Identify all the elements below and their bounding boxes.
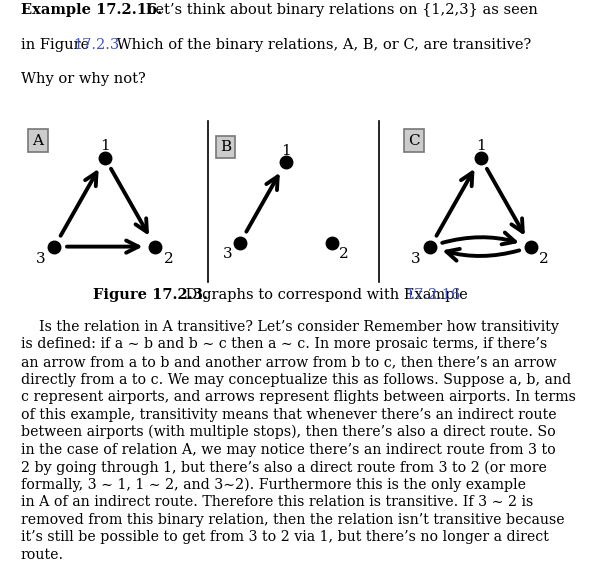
Text: 2 by going through 1, but there’s also a direct route from 3 to 2 (or more: 2 by going through 1, but there’s also a… — [21, 460, 547, 474]
Text: Which of the binary relations, A, B, or C, are transitive?: Which of the binary relations, A, B, or … — [112, 38, 531, 52]
Text: in the case of relation A, we may notice there’s an indirect route from 3 to: in the case of relation A, we may notice… — [21, 443, 556, 457]
Text: 1: 1 — [281, 144, 291, 158]
Text: formally, 3 ∼ 1, 1 ∼ 2, and 3∼2). Furthermore this is the only example: formally, 3 ∼ 1, 1 ∼ 2, and 3∼2). Furthe… — [21, 478, 526, 492]
Text: 17.2.16: 17.2.16 — [405, 288, 460, 302]
Text: 1: 1 — [476, 139, 486, 153]
Text: Example 17.2.16.: Example 17.2.16. — [21, 3, 162, 17]
Text: between airports (with multiple stops), then there’s also a direct route. So: between airports (with multiple stops), … — [21, 425, 556, 439]
Text: Is the relation in A transitive? Let’s consider Remember how transitivity: Is the relation in A transitive? Let’s c… — [21, 320, 559, 334]
Text: is defined: if a ∼ b and b ∼ c then a ∼ c. In more prosaic terms, if there’s: is defined: if a ∼ b and b ∼ c then a ∼ … — [21, 338, 547, 351]
Text: Figure 17.2.3.: Figure 17.2.3. — [93, 288, 208, 302]
Text: 2: 2 — [339, 247, 349, 260]
Text: A: A — [32, 134, 43, 148]
Text: route.: route. — [21, 548, 64, 562]
Text: B: B — [220, 140, 231, 154]
Text: 1: 1 — [100, 139, 110, 153]
Text: Let’s think about binary relations on {1,2,3} as seen: Let’s think about binary relations on {1… — [141, 3, 538, 17]
Text: in A of an indirect route. Therefore this relation is transitive. If 3 ∼ 2 is: in A of an indirect route. Therefore thi… — [21, 495, 533, 509]
Text: Digraphs to correspond with Example: Digraphs to correspond with Example — [181, 288, 473, 302]
Text: 3: 3 — [412, 252, 421, 266]
Text: directly from a to c. We may conceptualize this as follows. Suppose a, b, and: directly from a to c. We may conceptuali… — [21, 373, 571, 386]
Text: 2: 2 — [164, 252, 173, 266]
Text: it’s still be possible to get from 3 to 2 via 1, but there’s no longer a direct: it’s still be possible to get from 3 to … — [21, 530, 549, 545]
Text: 3: 3 — [35, 252, 45, 266]
Text: 2: 2 — [539, 252, 549, 266]
Text: Why or why not?: Why or why not? — [21, 72, 146, 86]
Text: in Figure: in Figure — [21, 38, 94, 52]
Text: C: C — [408, 134, 420, 148]
Text: c represent airports, and arrows represent flights between airports. In terms: c represent airports, and arrows represe… — [21, 390, 576, 404]
Text: 3: 3 — [222, 247, 232, 260]
Text: removed from this binary relation, then the relation isn’t transitive because: removed from this binary relation, then … — [21, 513, 565, 527]
Text: of this example, transitivity means that whenever there’s an indirect route: of this example, transitivity means that… — [21, 408, 556, 421]
Text: 17.2.3.: 17.2.3. — [73, 38, 124, 52]
Text: an arrow from a to b and another arrow from b to c, then there’s an arrow: an arrow from a to b and another arrow f… — [21, 355, 556, 369]
